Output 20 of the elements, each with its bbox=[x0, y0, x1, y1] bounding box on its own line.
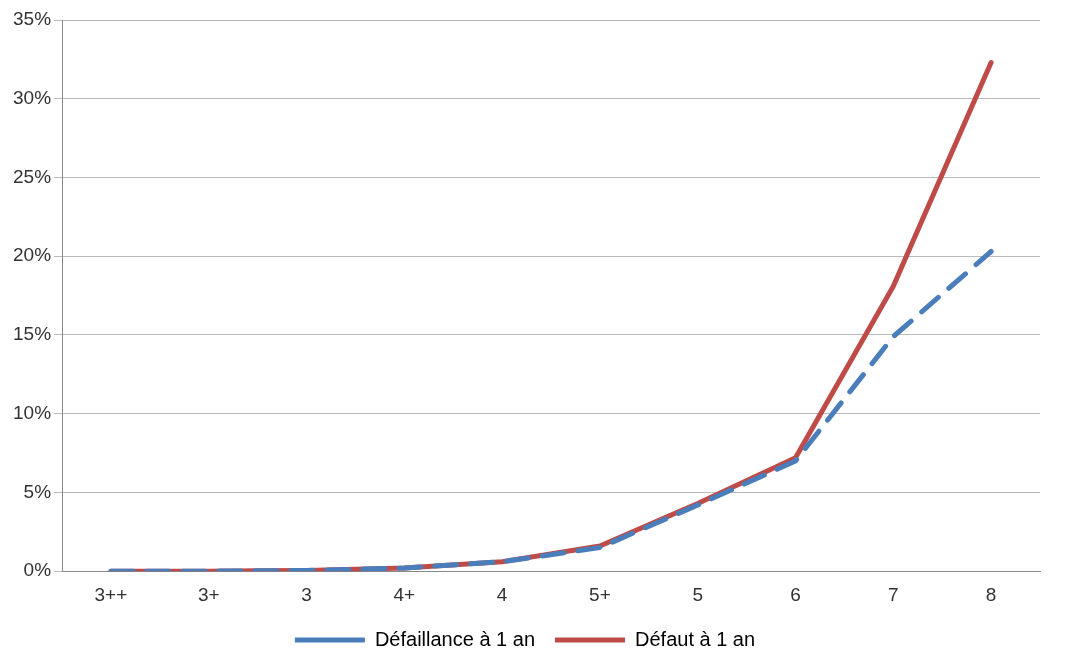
x-tick-label: 3+ bbox=[197, 583, 220, 605]
x-tick-label: 5 bbox=[692, 583, 703, 605]
x-tick-label: 3 bbox=[301, 583, 312, 605]
y-tick-label: 20% bbox=[13, 244, 52, 266]
x-tick-label: 4 bbox=[496, 583, 508, 605]
x-tick-label: 7 bbox=[888, 583, 899, 605]
x-tick-label: 8 bbox=[985, 583, 997, 605]
legend-label: Défaut à 1 an bbox=[635, 627, 756, 650]
x-tick-label: 4+ bbox=[393, 583, 416, 605]
y-tick-label: 5% bbox=[23, 480, 52, 502]
x-tick-label: 3++ bbox=[94, 583, 128, 605]
x-tick-label: 6 bbox=[790, 583, 801, 605]
x-tick-label: 5+ bbox=[589, 583, 611, 605]
y-tick-label: 0% bbox=[23, 559, 52, 581]
y-tick-label: 10% bbox=[13, 401, 52, 423]
y-tick-label: 35% bbox=[13, 8, 52, 30]
legend-label: Défaillance à 1 an bbox=[374, 627, 536, 650]
y-tick-label: 30% bbox=[13, 86, 52, 108]
y-tick-label: 15% bbox=[13, 323, 52, 345]
y-tick-label: 25% bbox=[13, 165, 52, 187]
